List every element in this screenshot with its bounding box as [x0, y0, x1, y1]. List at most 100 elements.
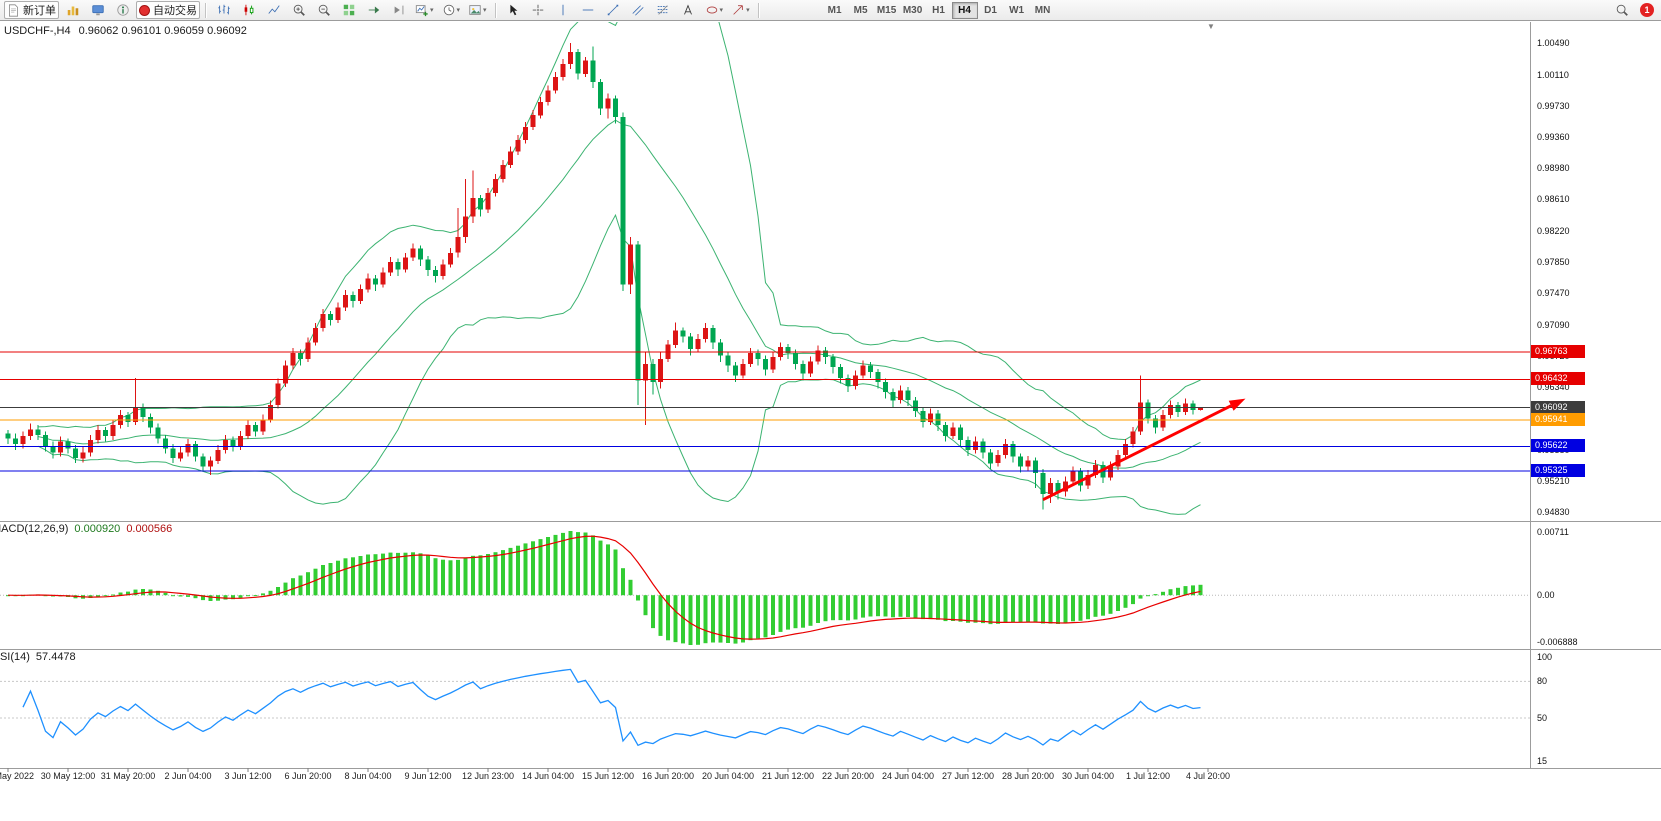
channel-icon	[632, 5, 644, 16]
timeframe-button-m5[interactable]: M5	[848, 2, 874, 19]
price-level-lines[interactable]	[0, 351, 1530, 472]
zoom-in-button[interactable]	[287, 1, 310, 19]
fibonacci-button[interactable]	[652, 1, 675, 19]
price-tag[interactable]: 0.96763	[1531, 344, 1585, 358]
timeframe-button-d1[interactable]: D1	[978, 2, 1004, 19]
shapes-button[interactable]: ▾	[702, 1, 727, 19]
price-tag[interactable]: 0.95325	[1531, 464, 1585, 478]
candlestick-icon	[244, 4, 253, 16]
price-axis-label: 0.94830	[1537, 507, 1570, 518]
rsi-panel[interactable]	[0, 668, 1530, 747]
line-chart-button[interactable]	[262, 1, 285, 19]
notification-badge[interactable]: 1	[1640, 3, 1654, 17]
rsi-axis-label: 100	[1537, 652, 1553, 662]
vertical-line-button[interactable]	[552, 1, 575, 19]
macd-axis-label: 0.00	[1537, 590, 1555, 601]
price-axis-label: 1.00490	[1537, 38, 1570, 49]
chart-shift-icon	[394, 5, 403, 15]
tile-windows-icon	[343, 4, 354, 16]
fibonacci-icon	[657, 5, 669, 15]
toolbar-right-group: 1	[1609, 1, 1658, 19]
auto-trading-status-icon	[139, 4, 150, 16]
arrows-button[interactable]: ▾	[728, 1, 753, 19]
timeframe-button-mn[interactable]: MN	[1030, 2, 1056, 19]
market-watch-icon	[67, 6, 78, 16]
new-order-label: 新订单	[23, 5, 56, 17]
bollinger-bands	[37, 22, 1201, 515]
auto-trading-button[interactable]: 自动交易	[136, 1, 200, 19]
search-icon	[1616, 4, 1628, 16]
trendline-icon	[607, 4, 619, 16]
channel-button[interactable]	[627, 1, 650, 19]
cursor-button[interactable]	[502, 1, 525, 19]
chart-shift-button[interactable]	[387, 1, 410, 19]
macd-axis-label: 0.00711	[1537, 527, 1569, 537]
horizontal-line-button[interactable]	[577, 1, 600, 19]
cursor-icon	[510, 4, 518, 16]
tile-windows-button[interactable]	[337, 1, 360, 19]
rsi-axis-label: 80	[1537, 676, 1548, 687]
price-axis-label: 0.95210	[1537, 475, 1570, 486]
templates-button[interactable]: ▾	[465, 1, 490, 19]
price-axis-label: 0.99730	[1537, 101, 1570, 112]
auto-scroll-icon	[368, 6, 379, 14]
panel-borders	[0, 22, 1661, 772]
toolbar-separator	[757, 2, 760, 18]
candlestick-button[interactable]	[237, 1, 260, 19]
search-button[interactable]	[1610, 1, 1633, 19]
horizontal-line-icon	[582, 9, 594, 11]
template-image-icon	[469, 5, 481, 15]
text-icon	[684, 4, 692, 15]
price-axis-label: 0.98220	[1537, 226, 1570, 237]
macd-main-value: 0.000920	[74, 523, 121, 535]
crosshair-button[interactable]	[527, 1, 550, 19]
price-axis-label: 0.96340	[1537, 381, 1570, 392]
ohlc-values: 0.96062 0.96101 0.96059 0.96092	[78, 25, 247, 37]
trendline-button[interactable]	[602, 1, 625, 19]
timeframe-button-h4[interactable]: H4	[951, 1, 978, 19]
price-tag[interactable]: 0.96092	[1531, 400, 1585, 414]
timeframe-button-m30[interactable]: M30	[900, 2, 926, 19]
line-chart-icon	[267, 5, 280, 14]
toolbar-separator	[205, 2, 207, 18]
timeframe-button-w1[interactable]: W1	[1004, 2, 1030, 19]
new-order-button[interactable]: 新订单	[4, 1, 59, 19]
market-watch-button[interactable]	[61, 1, 84, 19]
terminal-button[interactable]	[86, 1, 109, 19]
price-tag[interactable]: 0.96432	[1531, 372, 1585, 386]
price-axis[interactable]: 1.00490 1.00110 0.99730 0.99360 0.98980 0.986…	[1531, 0, 1661, 821]
timeframe-button-h1[interactable]: H1	[926, 2, 952, 19]
zoom-out-button[interactable]	[312, 1, 335, 19]
rsi-axis-label: 50	[1537, 713, 1548, 723]
auto-scroll-button[interactable]	[362, 1, 385, 19]
macd-panel[interactable]	[0, 531, 1530, 645]
clock-icon	[443, 4, 454, 16]
text-button[interactable]	[677, 1, 700, 19]
terminal-icon	[91, 5, 104, 16]
price-tag[interactable]: 0.95622	[1531, 439, 1585, 453]
price-tag[interactable]: 0.95941	[1531, 413, 1585, 427]
macd-axis-label: -0.006888	[1537, 637, 1578, 647]
timeframe-button-m1[interactable]: M1	[822, 2, 848, 19]
price-axis-label: 0.97090	[1537, 319, 1570, 330]
timeframe-button-m15[interactable]: M15	[874, 2, 900, 19]
crosshair-icon	[532, 4, 544, 16]
price-axis-label: 0.99360	[1537, 131, 1570, 142]
trend-arrow[interactable]	[1042, 398, 1246, 502]
rsi-axis-label: 15	[1537, 755, 1548, 766]
zoom-in-icon	[293, 4, 305, 16]
bar-chart-button[interactable]	[212, 1, 235, 19]
timeframe-group: M1 M5 M15 M30 H1 H4 D1 W1 MN	[822, 1, 1056, 19]
rsi-value: 57.4478	[35, 651, 76, 663]
bar-chart-icon	[217, 4, 230, 15]
periods-button[interactable]: ▾	[439, 1, 464, 19]
candlestick-series[interactable]	[5, 43, 1204, 510]
auto-trading-label: 自动交易	[153, 5, 197, 17]
chart-title: USDCHF-,H4 0.96062 0.96101 0.96059 0.9609…	[4, 25, 247, 37]
macd-signal-value: 0.000566	[126, 523, 173, 535]
rsi-indicator-label: RSI(14) 57.4478	[0, 651, 76, 663]
help-button[interactable]	[111, 1, 134, 19]
new-chart-button[interactable]: ▾	[412, 1, 437, 19]
dropdown-caret-icon: ▾	[430, 7, 434, 14]
